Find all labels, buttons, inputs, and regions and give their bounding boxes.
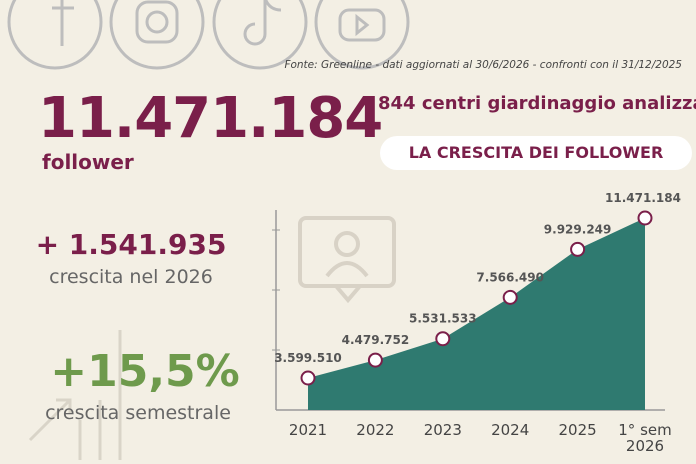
growth-pct-value: +15,5%	[50, 346, 240, 397]
growth-label: crescita nel 2026	[49, 266, 213, 288]
value-label: 9.929.249	[544, 222, 612, 236]
growth-pct-label: crescita semestrale	[45, 402, 231, 424]
arrow-icon	[28, 330, 122, 460]
point	[367, 352, 383, 368]
point	[300, 370, 316, 386]
point	[637, 210, 653, 226]
point	[570, 241, 586, 257]
x-tick-label: 2022	[356, 421, 395, 439]
headline-value: 11.471.184	[38, 86, 383, 151]
value-label: 3.599.510	[274, 351, 342, 365]
growth-value: + 1.541.935	[35, 228, 227, 261]
value-label: 11.471.184	[605, 191, 681, 205]
social-icons	[7, 0, 410, 70]
area	[308, 218, 645, 410]
chart-title: LA CRESCITA DEI FOLLOWER	[408, 143, 664, 162]
placeholder-icon	[298, 216, 396, 304]
x-tick-label: 2025	[558, 421, 597, 439]
x-tick-label: 2024	[491, 421, 530, 439]
subtitle: 844 centri giardinaggio analizzati	[378, 93, 696, 114]
value-label: 5.531.533	[409, 312, 477, 326]
point	[435, 331, 451, 347]
value-label: 4.479.752	[342, 333, 410, 347]
headline-label: follower	[42, 150, 134, 174]
x-tick-label: 2021	[288, 421, 328, 439]
source: Fonte: Greenline - dati aggiornati al 30…	[284, 59, 682, 71]
x-tick-label: 2023	[423, 421, 462, 439]
point	[502, 289, 518, 305]
value-label: 7.566.490	[476, 270, 544, 284]
x-tick-label: 1° sem 2026	[618, 421, 672, 455]
title-pill	[380, 136, 692, 170]
